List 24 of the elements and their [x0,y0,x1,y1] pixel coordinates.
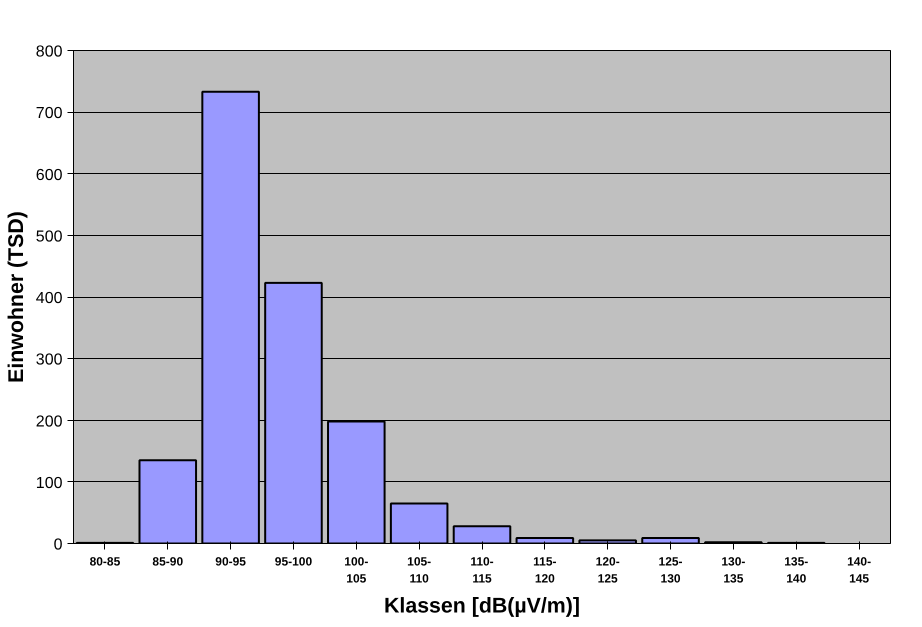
x-tick-label: 105- 110 [407,554,432,586]
y-axis-title: Einwohner (TSD) [4,211,28,383]
x-tick-label: 80-85 [90,554,121,568]
x-tick-label: 90-95 [215,554,246,568]
x-tick-label: 85-90 [152,554,184,568]
y-tick-label: 100 [36,474,63,492]
x-tick-label: 135- 140 [784,554,808,586]
y-tick-label: 500 [36,228,63,246]
x-tick-label: 115- 120 [533,554,557,586]
x-tick-label: 110- 115 [470,554,494,586]
x-axis-title: Klassen [dB(µV/m)] [384,593,580,618]
y-tick-label: 800 [36,44,63,60]
y-tick-label: 400 [36,290,63,307]
x-tick-label: 100- 105 [344,554,368,586]
y-tick-label: 0 [54,536,63,554]
x-tick-label: 95-100 [274,554,312,568]
y-tick-label: 700 [36,105,63,122]
y-tick-label: 200 [36,413,63,430]
x-tick-label: 120- 125 [596,554,620,586]
y-tick-label: 300 [36,352,63,369]
y-tick-label: 600 [36,166,63,184]
x-tick-label: 140- 145 [847,554,872,586]
x-tick-label: 125- 130 [658,554,683,586]
x-tick-label: 130- 135 [721,554,746,586]
